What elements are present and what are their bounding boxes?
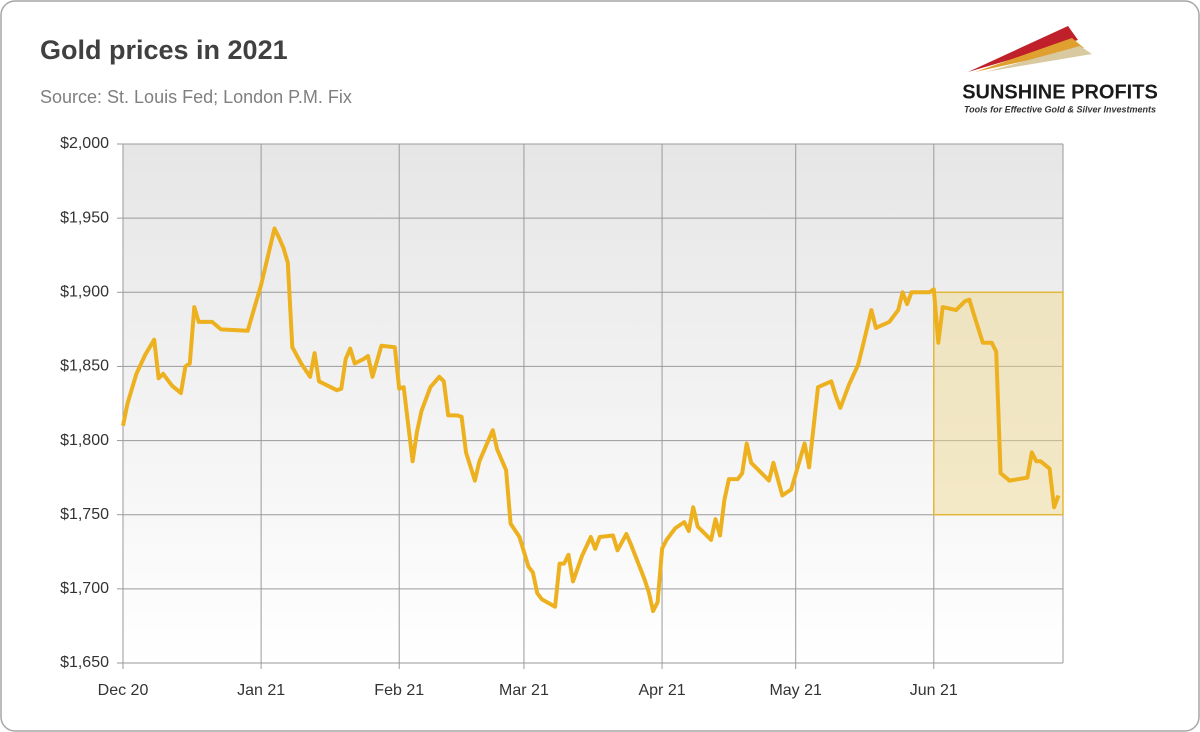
x-tick-label: Jun 21 — [910, 682, 958, 699]
y-tick-label: $1,800 — [60, 432, 109, 449]
y-tick-label: $1,850 — [60, 358, 109, 375]
x-tick-label: Dec 20 — [98, 682, 149, 699]
y-tick-label: $1,750 — [60, 506, 109, 523]
x-tick-label: Mar 21 — [499, 682, 549, 699]
y-tick-label: $1,950 — [60, 209, 109, 226]
y-tick-label: $1,700 — [60, 580, 109, 597]
logo-name: SUNSHINE PROFITS — [962, 81, 1158, 103]
y-tick-label: $1,900 — [60, 284, 109, 301]
y-tick-label: $1,650 — [60, 654, 109, 671]
x-tick-label: May 21 — [769, 682, 822, 699]
x-tick-label: Jan 21 — [237, 682, 285, 699]
x-tick-label: Feb 21 — [374, 682, 424, 699]
plot-area — [123, 144, 1063, 663]
logo-swoosh — [985, 46, 1092, 72]
x-tick-label: Apr 21 — [638, 682, 685, 699]
logo-swoosh — [968, 26, 1078, 72]
y-tick-label: $2,000 — [60, 135, 109, 152]
chart-subtitle: Source: St. Louis Fed; London P.M. Fix — [40, 87, 352, 107]
chart-title: Gold prices in 2021 — [40, 35, 288, 65]
price-line — [121, 226, 1061, 614]
logo: SUNSHINE PROFITS Tools for Effective Gol… — [962, 26, 1158, 114]
logo-tagline: Tools for Effective Gold & Silver Invest… — [964, 104, 1156, 114]
logo-swoosh — [975, 38, 1084, 72]
